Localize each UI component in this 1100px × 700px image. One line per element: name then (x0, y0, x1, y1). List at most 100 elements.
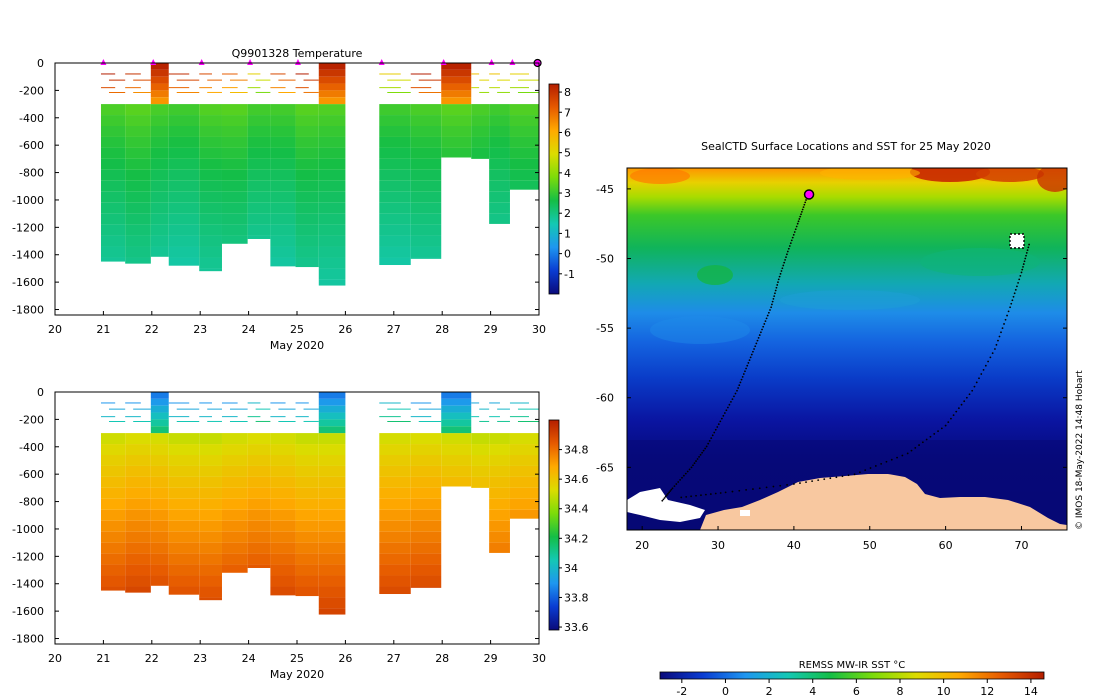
profile-cell (125, 213, 151, 225)
profile-column (221, 402, 248, 573)
profile-cell (221, 115, 248, 126)
profile-cell (150, 246, 169, 257)
y-tick-label: -1200 (12, 550, 44, 563)
profile-cell (318, 564, 346, 576)
track-point (869, 467, 872, 469)
track-point (685, 495, 688, 498)
colorbar-tick-label: 33.6 (564, 621, 589, 634)
profile-cell (221, 542, 248, 554)
profile-column (295, 73, 319, 268)
profile-cell (441, 104, 472, 116)
profile-cell (410, 180, 442, 192)
y-tick-label: -600 (19, 468, 44, 481)
profile-cell (247, 531, 271, 543)
profile-cell (100, 509, 126, 521)
profile-cell (270, 115, 296, 126)
profile-cell (509, 126, 539, 137)
track-point (1014, 288, 1017, 291)
track-point (1016, 285, 1018, 288)
profile-cell (125, 147, 151, 159)
track-point (874, 465, 877, 467)
profile-cell (270, 126, 296, 137)
profile-marker (100, 59, 107, 65)
x-tick-label: 23 (193, 652, 207, 665)
profile-cell (199, 268, 222, 272)
profile-cell (379, 509, 411, 521)
profile-cell (379, 542, 411, 554)
eddy (920, 248, 1040, 276)
colorbar-tick-label: 34.8 (564, 444, 589, 457)
temperature-x-ticks: 20 21 22 23 24 25 26 27 28 29 30 (48, 311, 546, 336)
profile-cell (318, 235, 346, 247)
profile-cell (221, 126, 248, 137)
track-point (847, 474, 850, 477)
profile-cell (509, 180, 539, 190)
profile-cell (125, 498, 151, 510)
profile-cell (379, 224, 411, 236)
profile-cell (199, 542, 222, 554)
track-point (686, 470, 689, 473)
y-tick-label: -800 (19, 167, 44, 180)
y-tick-label: -200 (19, 413, 44, 426)
profile-cell (295, 509, 319, 521)
profile-cell (489, 158, 510, 170)
track-point (792, 233, 795, 236)
track-point (995, 343, 998, 346)
profile-cell (410, 531, 442, 543)
track-point (737, 387, 740, 389)
profile-cell (221, 444, 248, 455)
track-point (788, 245, 791, 247)
colorbar-tick-label: 34.6 (564, 473, 589, 486)
map-y-tick-label: -55 (596, 322, 614, 335)
track-point (799, 215, 802, 218)
profile-cell (150, 169, 169, 181)
profile-cell (199, 191, 222, 203)
track-point (783, 261, 786, 264)
profile-cell (125, 180, 151, 192)
profile-cell (489, 476, 510, 488)
profile-cell (489, 444, 510, 455)
track-point (716, 426, 719, 428)
profile-cell (410, 136, 442, 148)
colorbar-tick-label: 34 (564, 562, 578, 575)
track-point (764, 320, 767, 323)
profile-cell (199, 476, 222, 488)
track-point (777, 281, 779, 284)
profile-cell (295, 487, 319, 499)
profile-cell (270, 213, 296, 225)
profile-cell (125, 115, 151, 126)
profile-cell (247, 465, 271, 477)
profile-cell (410, 202, 442, 214)
profile-cell (489, 542, 510, 553)
profile-cell (410, 455, 442, 466)
track-point (1007, 310, 1010, 313)
profile-cell (509, 476, 539, 488)
profile-cell (168, 191, 200, 203)
profile-cell (295, 235, 319, 247)
profile-cell (379, 213, 411, 225)
track-point (1024, 257, 1027, 260)
track-point (947, 421, 950, 423)
profile-cell (247, 455, 271, 466)
track-point (1010, 302, 1013, 305)
profile-cell (410, 476, 442, 488)
track-point (906, 452, 909, 455)
profile-cell (379, 455, 411, 466)
track-point (758, 487, 761, 490)
profile-column (247, 73, 271, 239)
profile-cell (318, 83, 346, 91)
track-point (963, 400, 966, 403)
profile-cell (100, 487, 126, 499)
profile-cell (295, 498, 319, 510)
track-point (750, 353, 753, 356)
profile-cell (441, 455, 472, 466)
track-point (739, 381, 742, 384)
profile-cell (471, 433, 490, 445)
profile-cell (410, 553, 442, 565)
profile-column (379, 402, 411, 595)
track-point (841, 475, 844, 478)
profile-cell (100, 586, 126, 591)
profile-cell (295, 465, 319, 477)
profile-column (441, 63, 472, 158)
warm-patch (820, 168, 920, 180)
